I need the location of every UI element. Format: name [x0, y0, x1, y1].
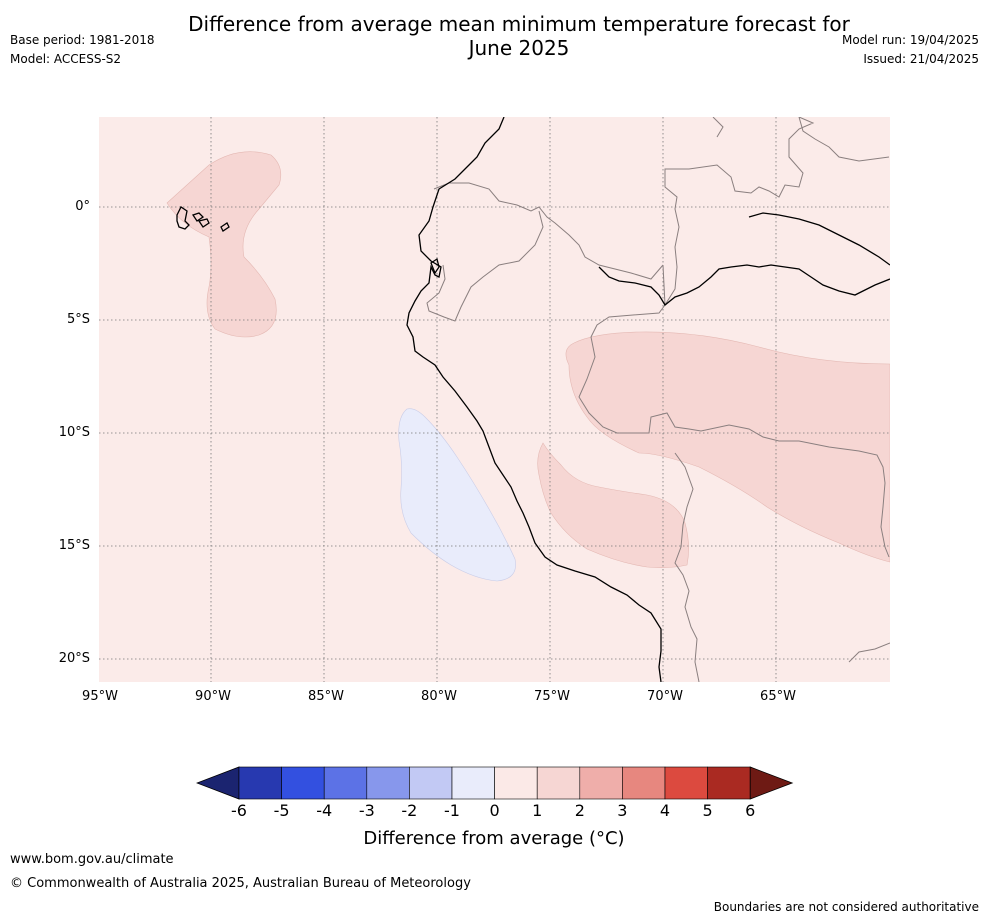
lat-label-20s: 20°S	[58, 651, 90, 666]
issued-date: Issued: 21/04/2025	[863, 52, 979, 66]
colorbar-tick-label: -3	[358, 801, 375, 820]
forecast-map	[99, 117, 890, 682]
colorbar-segment	[281, 766, 325, 800]
lat-label-5s: 5°S	[66, 312, 90, 327]
colorbar-segment	[494, 766, 538, 800]
colorbar-segment	[238, 766, 282, 800]
base-period: Base period: 1981-2018	[10, 33, 155, 47]
colorbar-extend-low	[196, 766, 240, 800]
colorbar-legend	[196, 766, 794, 800]
country-borders	[426, 117, 890, 682]
colorbar-segment	[366, 766, 410, 800]
colorbar-title: Difference from average (°C)	[363, 828, 625, 849]
title-line-2: June 2025	[468, 36, 570, 60]
lon-label-70w: 70°W	[647, 689, 683, 704]
colorbar-tick-label: -5	[273, 801, 290, 820]
colorbar-segment	[536, 766, 581, 800]
colorbar-tick-label: -4	[316, 801, 333, 820]
lat-label-10s: 10°S	[58, 425, 90, 440]
anomaly-region-peru-bolivia	[537, 442, 689, 568]
footer-copyright: © Commonwealth of Australia 2025, Austra…	[10, 876, 471, 891]
model-run: Model run: 19/04/2025	[841, 33, 979, 47]
colorbar-tick-label: 3	[617, 801, 628, 820]
lat-label-0: 0°	[75, 199, 90, 214]
colorbar-extend-high	[749, 766, 794, 800]
footer-note: Boundaries are not considered authoritat…	[713, 900, 979, 914]
colorbar-segment	[451, 766, 495, 800]
colorbar-segment	[579, 766, 623, 800]
coastlines	[176, 117, 890, 682]
colorbar-tick-label: 1	[532, 801, 543, 820]
lon-label-90w: 90°W	[195, 689, 231, 704]
colorbar-segment	[323, 766, 368, 800]
colorbar-tick-label: 4	[659, 801, 671, 820]
anomaly-region-amazon	[565, 331, 890, 563]
colorbar-segment	[707, 766, 751, 800]
lat-label-15s: 15°S	[58, 538, 90, 553]
colorbar-tick-label: -6	[231, 801, 247, 820]
colorbar-segment	[664, 766, 708, 800]
anomaly-region-galapagos	[166, 151, 282, 338]
lon-label-80w: 80°W	[421, 689, 457, 704]
model-name: Model: ACCESS-S2	[10, 52, 122, 66]
colorbar-tick-label: 0	[489, 801, 500, 820]
map-title: Difference from average mean minimum tem…	[0, 12, 988, 60]
colorbar-tick-label: 6	[745, 801, 756, 820]
lon-label-85w: 85°W	[308, 689, 344, 704]
colorbar-segment	[622, 766, 666, 800]
anomaly-region-offshore-peru	[398, 408, 516, 582]
footer-url: www.bom.gov.au/climate	[10, 852, 174, 867]
lon-label-95w: 95°W	[82, 689, 118, 704]
title-line-1: Difference from average mean minimum tem…	[188, 12, 850, 36]
colorbar-tick-label: -2	[401, 801, 418, 820]
colorbar-segment	[409, 766, 453, 800]
colorbar-tick-label: -1	[444, 801, 460, 820]
lon-label-75w: 75°W	[534, 689, 570, 704]
colorbar-tick-label: 5	[702, 801, 713, 820]
colorbar-tick-label: 2	[574, 801, 585, 820]
lon-label-65w: 65°W	[760, 689, 796, 704]
